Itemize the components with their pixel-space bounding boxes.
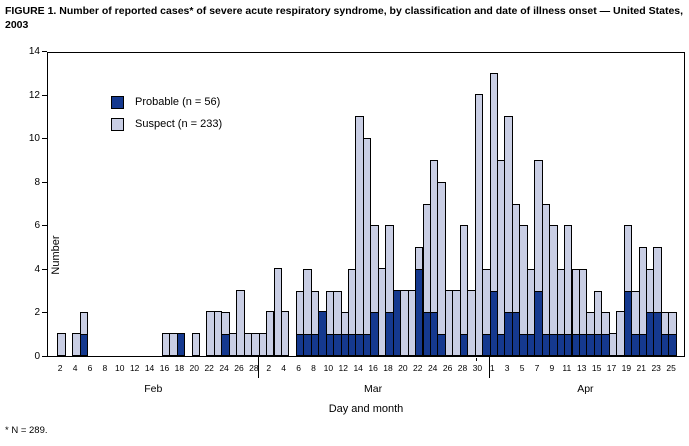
x-tick-label: 19 (621, 363, 632, 373)
x-axis-title: Day and month (328, 403, 404, 415)
bar-feb2 (57, 333, 66, 356)
x-tick-label: 9 (549, 363, 555, 373)
x-tick-label: 8 (311, 363, 316, 373)
x-tick-label: 17 (606, 363, 617, 373)
y-tick (42, 138, 47, 140)
x-tick-label: 12 (338, 363, 348, 373)
x-tick-label: 15 (591, 363, 602, 373)
bar-apr16 (601, 312, 610, 336)
y-tick-label: 10 (28, 133, 40, 145)
month-label-feb: Feb (144, 383, 163, 395)
suspect-swatch-icon (111, 117, 124, 131)
y-tick (42, 94, 47, 96)
y-tick (42, 312, 47, 314)
month-separator (488, 357, 490, 378)
y-tick-label: 6 (34, 220, 40, 232)
bar-feb5 (79, 333, 89, 356)
figure-title: FIGURE 1. Number of reported cases* of s… (5, 5, 684, 31)
x-tick-label: 24 (427, 363, 438, 373)
y-axis-title: Number (50, 235, 62, 275)
y-tick (42, 181, 47, 183)
x-tick-label: 22 (413, 363, 423, 373)
probable-swatch-icon (111, 95, 124, 109)
y-tick-label: 0 (34, 351, 40, 362)
x-tick-label: 30 (472, 363, 483, 373)
x-tick-label: 6 (296, 363, 301, 373)
x-tick-label: 2 (266, 363, 272, 373)
bar-mar4 (280, 311, 290, 356)
x-tick-label: 21 (636, 363, 646, 373)
x-tick (475, 358, 477, 361)
x-tick-label: 13 (576, 363, 587, 373)
bar-feb26 (236, 289, 245, 356)
x-tick-label: 6 (87, 363, 93, 373)
y-tick (42, 268, 47, 270)
legend-label: Probable (n = 56) (135, 96, 221, 108)
x-tick-label: 2 (57, 363, 63, 373)
footnote: * N = 289. (5, 425, 48, 436)
x-tick-label: 7 (534, 363, 540, 373)
bar-mar28 (459, 225, 469, 336)
plot-area: Number (47, 52, 685, 357)
x-tick-label: 24 (219, 363, 229, 373)
x-tick-label: 1 (489, 363, 495, 373)
bar-mar25 (437, 181, 446, 336)
y-tick (42, 225, 47, 227)
y-tick-label: 12 (28, 89, 40, 101)
x-tick-label: 28 (457, 363, 468, 373)
bar-feb18 (176, 333, 186, 356)
x-tick-label: 20 (189, 363, 199, 373)
x-tick-label: 28 (249, 363, 259, 373)
bar-apr25 (668, 333, 677, 356)
x-tick-label: 18 (174, 363, 185, 373)
y-tick-label: 4 (34, 263, 40, 275)
x-tick-label: 4 (281, 363, 287, 373)
x-tick-label: 11 (562, 363, 572, 373)
bar-apr19 (623, 225, 633, 292)
x-tick-label: 20 (398, 363, 408, 373)
month-label-apr: Apr (577, 383, 594, 395)
month-label-mar: Mar (364, 383, 383, 395)
x-tick-label: 25 (666, 363, 676, 373)
x-tick-label: 10 (115, 363, 125, 373)
legend-item-suspect: Suspect (n = 233) (111, 113, 222, 135)
x-tick-label: 22 (204, 363, 214, 373)
y-tick-label: 14 (28, 46, 40, 57)
x-tick-label: 3 (504, 363, 510, 373)
legend: Probable (n = 56) Suspect (n = 233) (111, 91, 222, 135)
legend-item-probable: Probable (n = 56) (111, 91, 222, 113)
bar-apr13 (578, 268, 588, 336)
y-tick-label: 8 (34, 176, 40, 188)
x-tick-label: 16 (368, 363, 378, 373)
x-tick-label: 26 (442, 363, 453, 373)
x-tick-label: 16 (159, 363, 170, 373)
y-tick (42, 51, 47, 52)
bar-feb5 (79, 312, 89, 336)
x-tick-label: 10 (323, 363, 334, 373)
bar-mar30 (474, 93, 484, 356)
month-separator (257, 357, 259, 378)
y-tick-label: 2 (34, 307, 40, 319)
y-tick (42, 356, 47, 357)
bar-mar18 (385, 225, 394, 314)
bar-apr25 (668, 312, 677, 336)
bar-feb20 (191, 333, 200, 356)
x-tick-label: 23 (651, 363, 661, 373)
x-tick-label: 14 (144, 363, 155, 373)
x-tick-label: 12 (129, 363, 140, 373)
x-tick-label: 8 (102, 363, 108, 373)
x-tick-label: 4 (72, 363, 78, 373)
bar-feb24 (221, 312, 230, 336)
x-tick-label: 5 (519, 363, 525, 373)
x-tick-label: 26 (234, 363, 244, 373)
x-tick-label: 14 (353, 363, 363, 373)
bar-apr23 (653, 247, 662, 314)
legend-label: Suspect (n = 233) (135, 118, 223, 130)
x-tick-label: 18 (383, 363, 393, 373)
